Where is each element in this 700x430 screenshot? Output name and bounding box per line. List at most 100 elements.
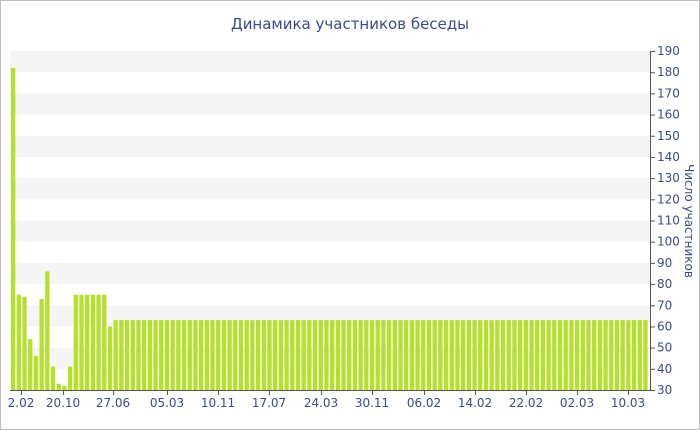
bar xyxy=(181,320,187,390)
bar xyxy=(295,320,301,390)
bar xyxy=(210,320,215,390)
x-ticks: 2.02 20.10 27.06 05.03 10.11 17.07 24.03 30.11 0… xyxy=(8,390,645,410)
bar xyxy=(45,271,50,390)
x-tick-label: 24.03 xyxy=(304,396,338,410)
bar xyxy=(312,320,318,390)
bar xyxy=(455,320,460,390)
bar xyxy=(90,294,96,390)
bar xyxy=(517,320,523,390)
x-tick-label: 05.03 xyxy=(150,396,184,410)
y-ticks: 30 40 50 60 70 80 90 100 110 120 130 140 150 160 170 18… xyxy=(650,44,680,397)
x-tick-label: 06.02 xyxy=(407,396,441,410)
bar xyxy=(67,366,73,390)
x-tick-label: 22.02 xyxy=(509,396,543,410)
bar xyxy=(204,320,209,390)
y-tick-label: 130 xyxy=(657,171,680,185)
bar xyxy=(461,320,466,390)
bars-group xyxy=(11,67,648,390)
bar xyxy=(187,320,192,390)
bar xyxy=(443,320,449,390)
bar xyxy=(16,294,21,390)
bar xyxy=(124,320,130,390)
bar xyxy=(176,320,181,390)
bar xyxy=(62,385,67,390)
grid-bands xyxy=(10,51,650,369)
y-tick-label: 120 xyxy=(657,192,680,206)
grid-band xyxy=(10,51,650,73)
bar xyxy=(107,326,113,390)
bar xyxy=(546,320,551,390)
grid-band xyxy=(10,262,650,285)
y-tick-label: 70 xyxy=(657,298,672,312)
bar xyxy=(432,320,437,390)
bar xyxy=(489,320,494,390)
bar xyxy=(164,320,170,390)
bar xyxy=(637,320,642,390)
bar xyxy=(159,320,164,390)
bar xyxy=(603,320,608,390)
bar xyxy=(574,320,580,390)
bar xyxy=(119,320,124,390)
bar xyxy=(398,320,403,390)
bar xyxy=(238,320,244,390)
y-tick-label: 40 xyxy=(657,362,672,376)
y-tick-label: 180 xyxy=(657,65,680,79)
bar xyxy=(569,320,574,390)
bar xyxy=(347,320,352,390)
y-axis-label: Число участников xyxy=(682,164,696,278)
bar xyxy=(631,320,637,390)
x-tick-label: 02.03 xyxy=(560,396,594,410)
bar xyxy=(478,320,483,390)
chart-title: Динамика участников беседы xyxy=(231,15,469,33)
y-tick-label: 60 xyxy=(657,319,672,333)
y-tick-label: 80 xyxy=(657,277,672,291)
bar xyxy=(330,320,335,390)
bar xyxy=(415,320,420,390)
bar xyxy=(96,294,101,390)
bar xyxy=(22,296,27,390)
bar xyxy=(102,294,107,390)
bar xyxy=(233,320,238,390)
bar xyxy=(142,320,147,390)
x-tick-label: 14.02 xyxy=(458,396,492,410)
bar xyxy=(449,320,454,390)
bar xyxy=(267,320,272,390)
bar xyxy=(261,320,266,390)
bar xyxy=(227,320,232,390)
bar xyxy=(273,320,278,390)
bar xyxy=(375,320,380,390)
y-tick-label: 90 xyxy=(657,256,672,270)
bar xyxy=(592,320,597,390)
bar xyxy=(552,320,557,390)
bar xyxy=(643,320,648,390)
bar xyxy=(438,320,443,390)
bar xyxy=(386,320,392,390)
bar xyxy=(50,366,56,390)
bar xyxy=(404,320,409,390)
bar xyxy=(255,320,261,390)
bar xyxy=(278,320,284,390)
grid-band xyxy=(10,220,650,242)
bar xyxy=(11,67,16,390)
y-tick-label: 140 xyxy=(657,150,680,164)
bar xyxy=(352,320,358,390)
bar xyxy=(284,320,289,390)
grid-band xyxy=(10,178,650,200)
bar xyxy=(221,320,227,390)
bar xyxy=(506,320,511,390)
bar xyxy=(216,320,221,390)
bar xyxy=(626,320,631,390)
x-tick-label: 10.11 xyxy=(201,396,235,410)
bar xyxy=(341,320,346,390)
bar xyxy=(609,320,614,390)
x-tick-label: 30.11 xyxy=(355,396,389,410)
bar xyxy=(620,320,625,390)
bar xyxy=(512,320,517,390)
bar xyxy=(409,320,415,390)
bar xyxy=(250,320,255,390)
bar xyxy=(421,320,426,390)
y-tick-label: 190 xyxy=(657,44,680,58)
bar xyxy=(170,320,175,390)
grid-band xyxy=(10,93,650,115)
